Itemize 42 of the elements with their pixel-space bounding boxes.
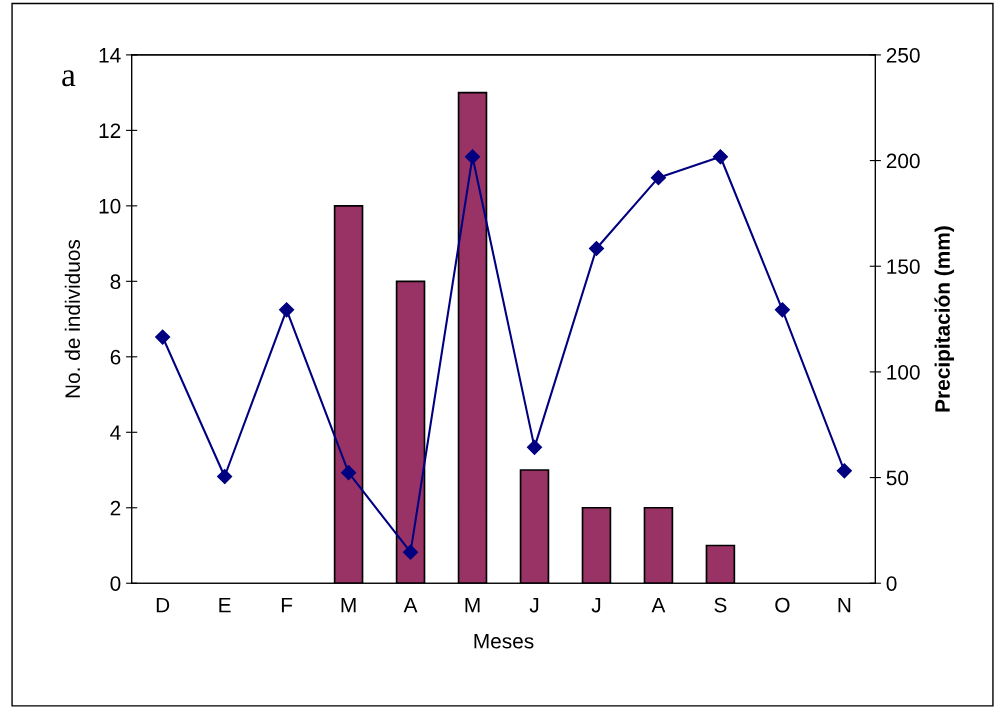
y2-tick-label: 100 (887, 364, 920, 380)
x-tick-label: F (281, 597, 293, 613)
x-tick-label: S (714, 597, 727, 613)
point (402, 544, 419, 560)
point (836, 463, 852, 479)
point (464, 149, 481, 165)
x-tick-label: A (651, 597, 666, 613)
x-tick-label: M (465, 597, 480, 613)
y-tick-label: 14 (99, 48, 121, 63)
y2-tick-label: 150 (887, 259, 920, 274)
y2-tick-label: 200 (886, 153, 920, 169)
point (774, 302, 790, 318)
y2-tick-label: 50 (886, 470, 909, 486)
y-tick-label: 6 (110, 349, 121, 365)
y2-tick-label: 250 (886, 47, 920, 63)
x-tick-label: O (775, 597, 790, 613)
x-tick-label: D (156, 597, 170, 613)
point (155, 329, 171, 345)
point (217, 468, 233, 485)
x-tick-label: M (341, 597, 356, 613)
point (588, 240, 605, 257)
point (650, 170, 667, 186)
x-tick-label: J (529, 597, 539, 613)
chart-title: a (62, 70, 76, 87)
x-tick-label: A (403, 597, 418, 613)
y-tick-label: 12 (99, 123, 121, 138)
x-tick-label: N (838, 597, 851, 613)
y2-axis-title: Precipitación (mm) (934, 226, 955, 412)
x-axis-title: Meses (474, 633, 534, 649)
y-axis-title: No. de individuos (64, 239, 81, 398)
y-tick-label: 8 (110, 274, 121, 290)
x-tick-label: E (219, 597, 231, 613)
y-tick-label: 0 (110, 576, 121, 591)
point (340, 465, 357, 481)
point (712, 149, 728, 165)
y-tick-label: 10 (99, 198, 121, 214)
point (526, 439, 543, 455)
y-tick-label: 2 (110, 500, 121, 516)
y-tick-label: 4 (110, 425, 121, 440)
point (279, 302, 295, 318)
y2-tick-label: 0 (886, 576, 897, 591)
x-tick-label: J (591, 597, 601, 613)
